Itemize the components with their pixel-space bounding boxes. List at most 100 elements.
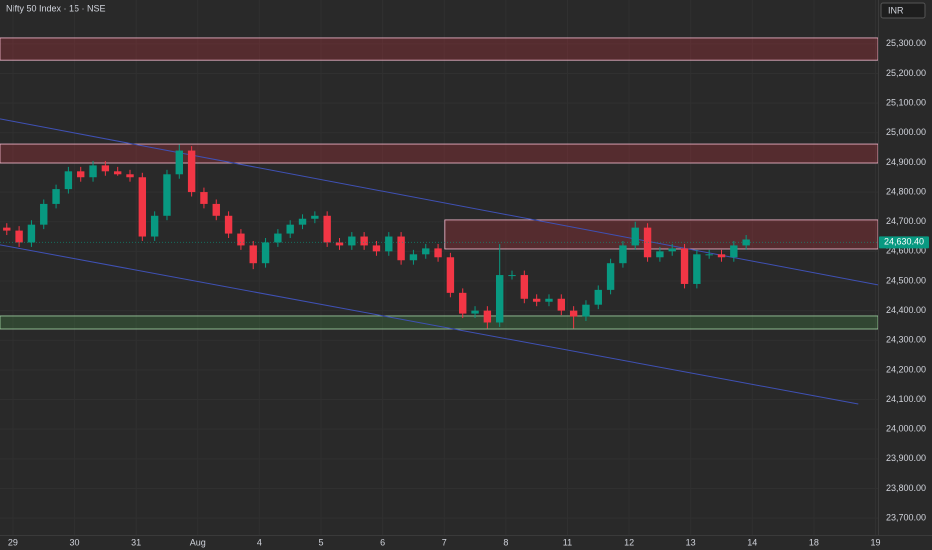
candle-body xyxy=(138,177,147,237)
candle-body xyxy=(3,227,11,231)
candle-body xyxy=(311,215,319,219)
y-tick-label: 23,700.00 xyxy=(886,512,926,522)
y-tick-label: 23,900.00 xyxy=(886,453,926,463)
candle-body xyxy=(187,150,196,193)
candle-body xyxy=(532,298,541,302)
x-tick-label: 13 xyxy=(686,537,696,547)
candle-body xyxy=(298,218,307,225)
y-tick-label: 24,100.00 xyxy=(886,394,926,404)
candle-body xyxy=(163,174,171,216)
candle-body xyxy=(434,248,442,258)
candle-body xyxy=(545,298,553,302)
currency-box xyxy=(880,2,926,19)
candle-body xyxy=(175,150,183,175)
candle-body xyxy=(360,236,368,246)
candle-body xyxy=(40,203,48,225)
candle-body xyxy=(495,275,504,323)
candle-body xyxy=(113,171,122,175)
y-tick-label: 24,000.00 xyxy=(886,424,926,434)
last-price-box xyxy=(879,236,929,249)
zone xyxy=(444,219,878,250)
candle-body xyxy=(150,215,159,237)
candle-body xyxy=(582,304,590,317)
x-tick-label: 31 xyxy=(131,537,141,547)
candle-body xyxy=(446,257,455,293)
candle-body xyxy=(212,203,220,216)
x-tick-label: Aug xyxy=(190,537,206,547)
candle-body xyxy=(274,233,282,243)
x-tick-label: 6 xyxy=(380,537,385,547)
x-tick-label: 5 xyxy=(319,537,324,547)
candle-body xyxy=(471,310,479,314)
candle-body xyxy=(286,224,294,234)
y-tick-label: 24,300.00 xyxy=(886,335,926,345)
candle-body xyxy=(569,310,578,317)
candle-body xyxy=(335,242,344,246)
zone xyxy=(0,37,878,61)
candle-body xyxy=(730,245,738,258)
x-tick-label: 4 xyxy=(257,537,262,547)
y-tick-label: 24,500.00 xyxy=(886,275,926,285)
candle-body xyxy=(15,230,23,243)
candle-body xyxy=(64,171,73,190)
candle-body xyxy=(385,236,393,252)
candle-body xyxy=(459,292,467,314)
y-tick-label: 24,400.00 xyxy=(886,305,926,315)
candle-body xyxy=(742,239,750,246)
candle-body xyxy=(237,233,245,246)
candle-body xyxy=(643,227,652,258)
x-tick-label: 29 xyxy=(8,537,18,547)
candle-body xyxy=(557,298,566,311)
x-tick-label: 14 xyxy=(747,537,757,547)
candle-body xyxy=(126,174,134,178)
candle-body xyxy=(717,254,726,258)
candle-body xyxy=(77,171,85,178)
candle-body xyxy=(101,165,110,172)
zone xyxy=(0,143,878,164)
candle-body xyxy=(705,254,713,256)
candle-body xyxy=(224,215,233,234)
x-tick-label: 11 xyxy=(563,537,572,547)
candle-body xyxy=(89,165,97,178)
y-tick-label: 25,300.00 xyxy=(886,38,926,48)
candle-body xyxy=(656,251,664,258)
y-tick-label: 24,700.00 xyxy=(886,216,926,226)
candle-body xyxy=(409,254,418,261)
x-tick-label: 7 xyxy=(442,537,447,547)
candle-body xyxy=(668,248,676,252)
candle-body xyxy=(249,245,257,264)
candle-body xyxy=(422,248,430,255)
candle-body xyxy=(680,248,689,284)
candle-body xyxy=(631,227,639,246)
chart-title: Nifty 50 Index · 15 · NSE xyxy=(6,3,106,13)
candle-body xyxy=(372,245,381,252)
zone xyxy=(0,315,878,330)
currency: INR xyxy=(888,5,904,15)
y-tick-label: 25,000.00 xyxy=(886,127,926,137)
candle-body xyxy=(348,236,356,246)
x-tick-label: 18 xyxy=(809,537,819,547)
candle-body xyxy=(27,224,36,243)
y-tick-label: 24,200.00 xyxy=(886,364,926,374)
trendline xyxy=(0,244,859,405)
last-price-label: 24,630.40 xyxy=(884,237,924,247)
y-tick-label: 25,200.00 xyxy=(886,68,926,78)
y-tick-label: 25,100.00 xyxy=(886,98,926,108)
plot xyxy=(0,37,878,405)
candle-body xyxy=(606,263,615,290)
candle-body xyxy=(520,275,529,299)
candle-body xyxy=(594,289,602,305)
y-tick-label: 24,900.00 xyxy=(886,157,926,167)
candle-body xyxy=(693,254,701,284)
y-tick-label: 23,800.00 xyxy=(886,483,926,493)
y-tick-label: 24,800.00 xyxy=(886,186,926,196)
candle-body xyxy=(200,192,208,204)
candle-body xyxy=(508,275,516,277)
x-tick-label: 19 xyxy=(871,537,881,547)
candle-body xyxy=(619,245,627,264)
candle-body xyxy=(397,236,405,261)
x-tick-label: 8 xyxy=(503,537,508,547)
